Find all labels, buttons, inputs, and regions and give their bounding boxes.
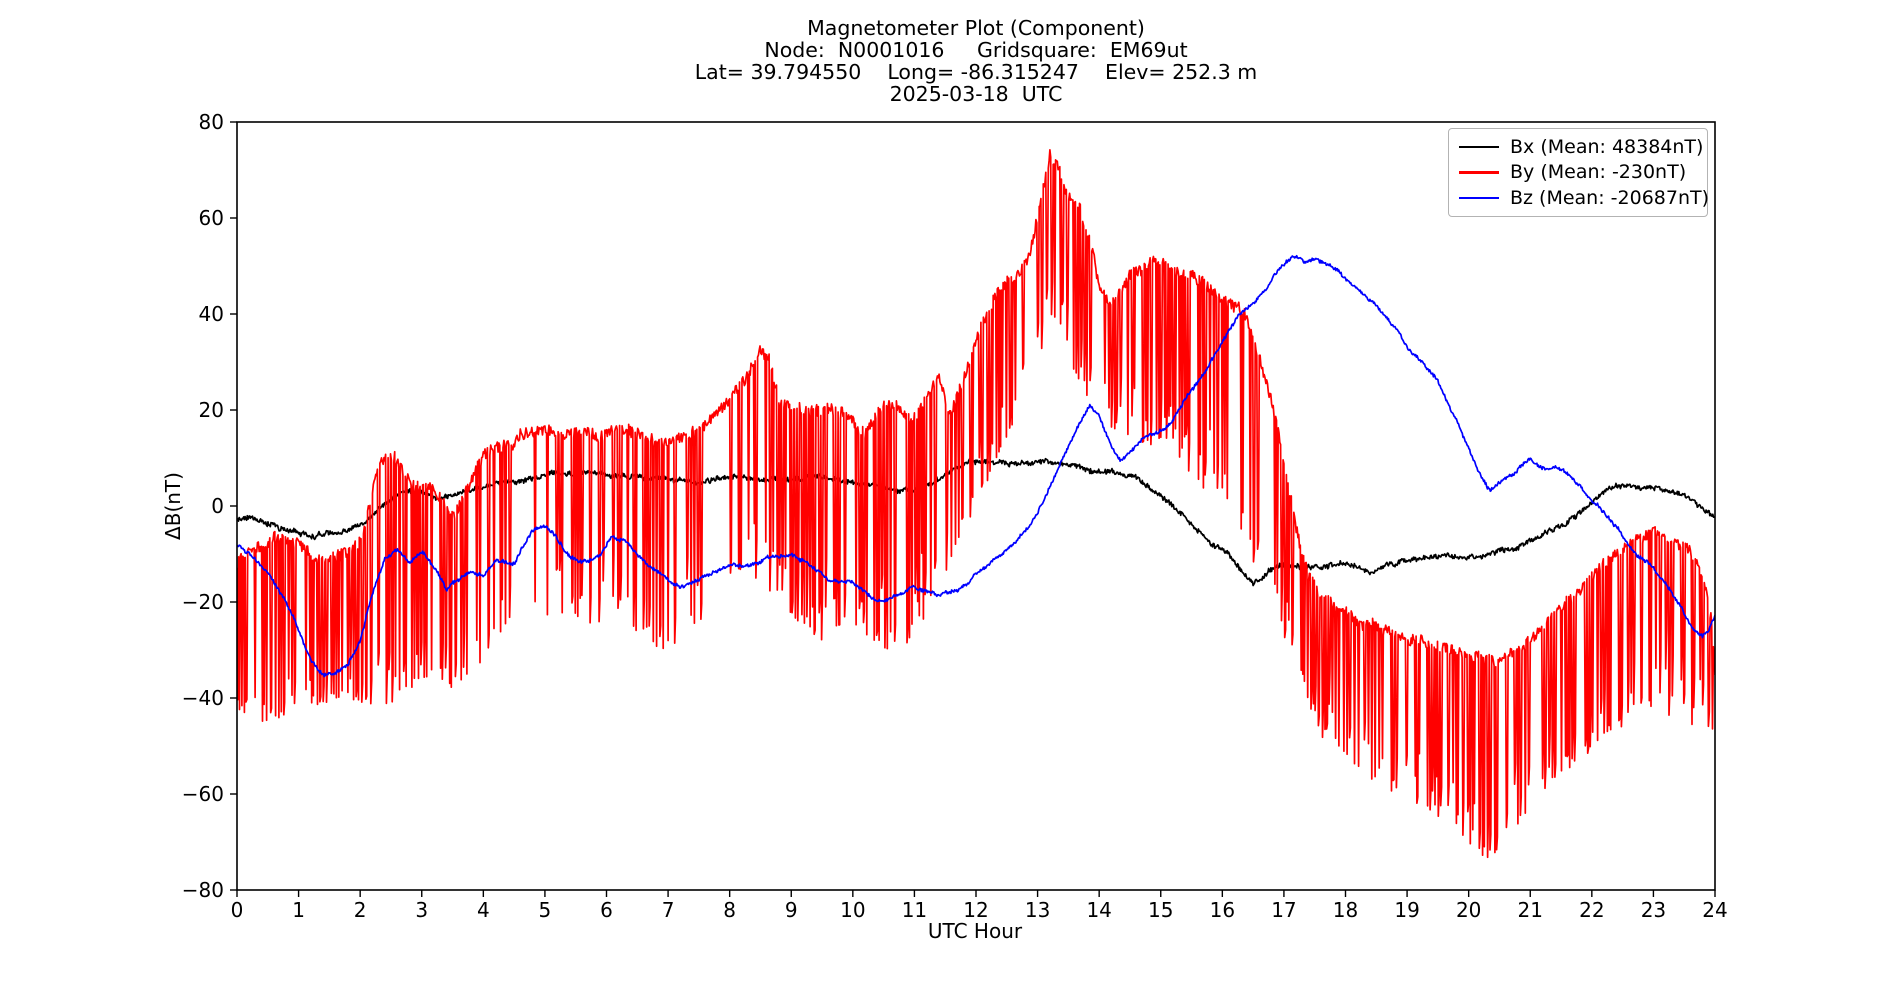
- bz-line-swatch-icon: [1459, 196, 1499, 200]
- legend: Bx (Mean: 48384nT) By (Mean: -230nT) Bz …: [1448, 128, 1709, 217]
- svg-text:8: 8: [723, 898, 736, 922]
- svg-text:20: 20: [1456, 898, 1481, 922]
- svg-text:12: 12: [963, 898, 988, 922]
- svg-text:1: 1: [292, 898, 305, 922]
- svg-text:−80: −80: [182, 878, 224, 902]
- svg-text:15: 15: [1148, 898, 1173, 922]
- svg-text:7: 7: [662, 898, 675, 922]
- svg-text:24: 24: [1702, 898, 1727, 922]
- svg-text:0: 0: [231, 898, 244, 922]
- chart-subtitle-lat-long-elev: Lat= 39.794550 Long= -86.315247 Elev= 25…: [694, 60, 1258, 84]
- svg-text:−40: −40: [182, 686, 224, 710]
- svg-text:16: 16: [1210, 898, 1235, 922]
- svg-text:80: 80: [199, 110, 224, 134]
- svg-text:5: 5: [539, 898, 552, 922]
- svg-text:14: 14: [1086, 898, 1111, 922]
- svg-text:11: 11: [902, 898, 927, 922]
- legend-label-by: By (Mean: -230nT): [1510, 161, 1687, 184]
- legend-label-bx: Bx (Mean: 48384nT): [1510, 135, 1704, 158]
- svg-text:9: 9: [785, 898, 798, 922]
- x-axis-label: UTC Hour: [927, 919, 1023, 943]
- svg-text:20: 20: [199, 398, 224, 422]
- svg-text:10: 10: [840, 898, 865, 922]
- svg-text:17: 17: [1271, 898, 1296, 922]
- chart-subtitle-node-gridsquare: Node: N0001016 Gridsquare: EM69ut: [764, 38, 1188, 62]
- svg-text:2: 2: [354, 898, 367, 922]
- by-line-swatch-icon: [1459, 171, 1499, 174]
- svg-text:60: 60: [199, 206, 224, 230]
- bz-line: [237, 254, 1715, 678]
- bx-line: [237, 457, 1715, 587]
- svg-text:40: 40: [199, 302, 224, 326]
- svg-text:21: 21: [1518, 898, 1543, 922]
- svg-text:−60: −60: [182, 782, 224, 806]
- chart-title: Magnetometer Plot (Component): [807, 16, 1145, 40]
- bx-line-swatch-icon: [1459, 145, 1499, 149]
- svg-text:22: 22: [1579, 898, 1604, 922]
- legend-entry-bz: Bz (Mean: -20687nT): [1459, 187, 1709, 209]
- legend-entry-by: By (Mean: -230nT): [1459, 161, 1697, 183]
- chart-title-block: Magnetometer Plot (Component) Node: N000…: [237, 17, 1715, 105]
- svg-text:4: 4: [477, 898, 490, 922]
- svg-text:13: 13: [1025, 898, 1050, 922]
- svg-text:−20: −20: [182, 590, 224, 614]
- svg-text:18: 18: [1333, 898, 1358, 922]
- legend-entry-bx: Bx (Mean: 48384nT): [1459, 136, 1703, 158]
- svg-text:6: 6: [600, 898, 613, 922]
- svg-text:19: 19: [1394, 898, 1419, 922]
- by-line: [237, 148, 1715, 859]
- svg-text:23: 23: [1641, 898, 1666, 922]
- svg-text:0: 0: [211, 494, 224, 518]
- svg-text:3: 3: [415, 898, 428, 922]
- legend-label-bz: Bz (Mean: -20687nT): [1510, 187, 1710, 210]
- chart-subtitle-date: 2025-03-18 UTC: [889, 82, 1063, 106]
